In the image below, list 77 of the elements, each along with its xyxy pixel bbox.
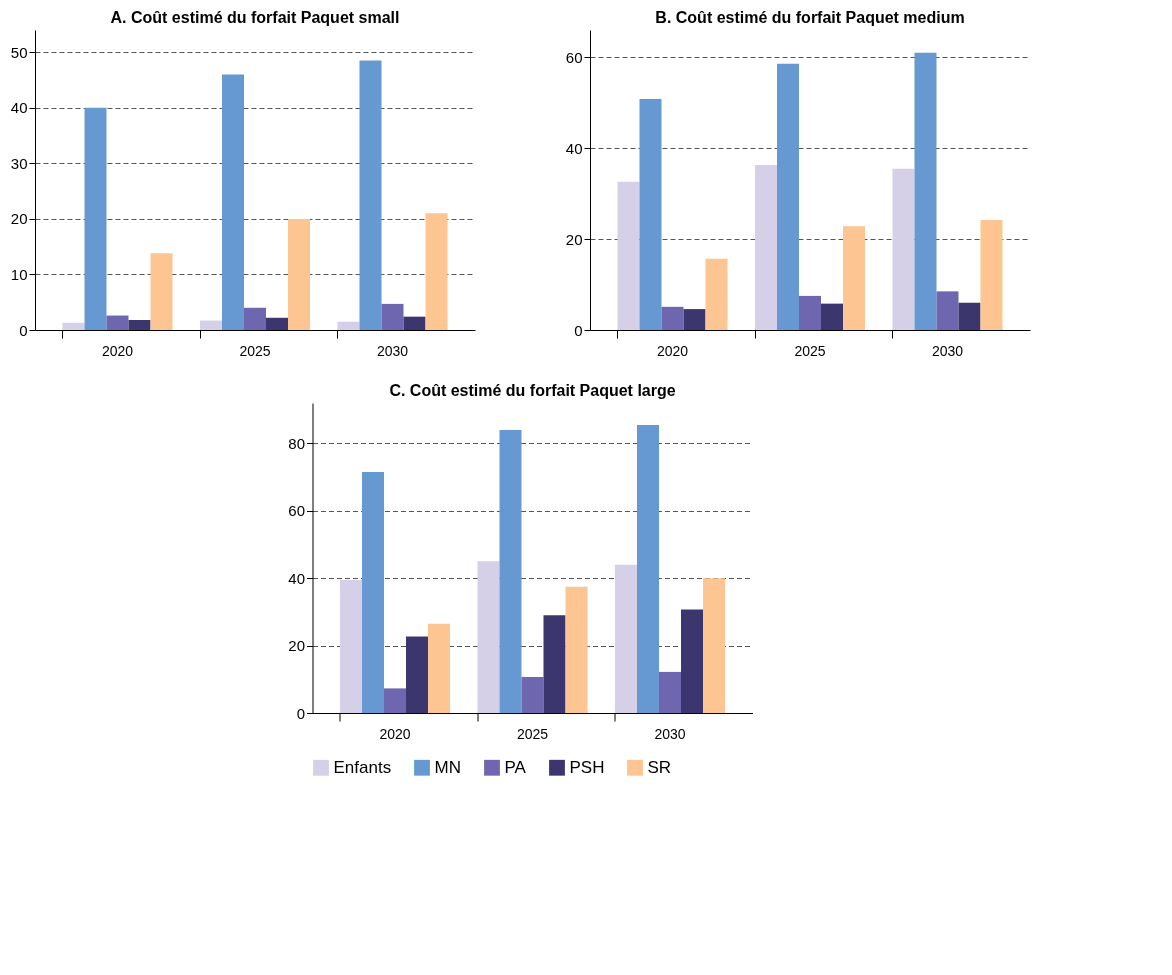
bar [406,636,428,713]
legend-label: MN [434,757,461,777]
legend-label: SR [647,757,672,777]
bar [477,561,500,713]
bar [425,213,448,330]
x-tick-label: 2020 [656,342,689,359]
bar [84,107,107,330]
x-tick-label: 2025 [516,725,549,742]
bar [565,586,588,713]
y-tick-label: 20 [10,210,28,228]
bar [637,424,659,713]
bar [936,291,959,330]
legend-label: Enfants [333,757,392,777]
bar [362,472,384,713]
y-tick-label: 40 [10,99,28,117]
bar [639,99,662,330]
x-tick-label: 2025 [794,342,826,359]
y-tick-label: 0 [19,321,28,339]
y-tick-label: 40 [565,139,583,157]
y-tick-label: 80 [288,434,305,452]
x-tick-label: 2020 [379,725,411,742]
bar [615,564,637,713]
y-tick-label: 20 [288,637,305,655]
bar [222,74,244,330]
bar [499,429,522,713]
bar [200,320,222,330]
y-tick-label: 20 [565,230,583,248]
bar [244,307,266,330]
chart-title: C. Coût estimé du forfait Paquet large [389,382,676,399]
bar [980,220,1003,330]
bar [106,315,129,330]
y-tick-label: 30 [10,154,28,172]
bar [755,165,777,330]
y-tick-label: 10 [10,265,28,283]
bar [128,320,151,330]
chart-title: B. Coût estimé du forfait Paquet medium [655,9,965,26]
y-tick-label: 50 [10,43,28,61]
bar [799,295,821,330]
bar [150,253,173,330]
bar [266,317,288,330]
bar [821,303,843,330]
bar [617,181,640,330]
y-tick-label: 40 [288,569,305,587]
bar [543,615,566,713]
bar [661,306,684,330]
bar [288,218,310,330]
x-tick-label: 2030 [931,342,964,359]
x-tick-label: 2020 [101,342,134,359]
bar [384,688,406,713]
chart-title: A. Coût estimé du forfait Paquet small [110,9,400,26]
bar [659,671,681,713]
bar [777,63,799,330]
y-tick-label: 0 [296,704,305,722]
legend-label: PA [504,757,527,777]
bar [683,309,706,330]
bar [958,302,981,330]
bar [705,258,728,330]
bar [703,578,725,713]
y-tick-label: 0 [574,321,583,339]
x-tick-label: 2030 [654,725,686,742]
legend-label: PSH [569,757,605,777]
bar [681,609,703,713]
bar [62,322,85,330]
bar [521,676,544,713]
bar [337,321,360,330]
bar [428,623,450,713]
x-tick-label: 2025 [239,342,271,359]
bar [892,168,915,330]
y-tick-label: 60 [565,48,583,66]
bar [403,316,426,330]
x-tick-label: 2030 [376,342,409,359]
bar [843,226,865,330]
bar [381,303,404,330]
bar [914,52,937,330]
bar [340,579,362,713]
y-tick-label: 60 [288,502,305,520]
bar [359,60,382,330]
